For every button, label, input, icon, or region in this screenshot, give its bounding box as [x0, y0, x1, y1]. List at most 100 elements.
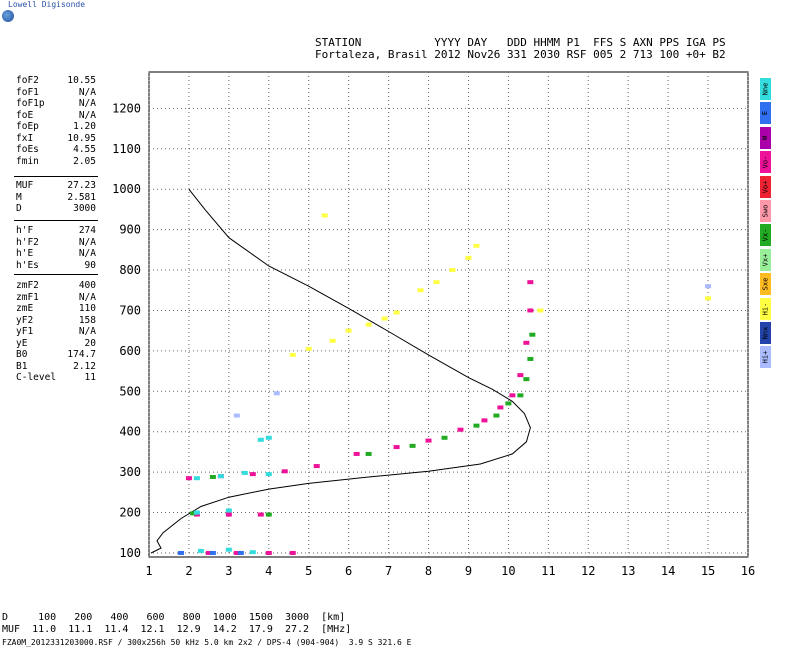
legend-item-11: Hi+ [760, 346, 771, 369]
muf-table-muf-row: MUF 11.0 11.1 11.4 12.1 12.9 14.2 17.9 2… [2, 624, 352, 635]
param-value: 10.55 [67, 75, 96, 86]
echo-point-nne [257, 437, 264, 442]
param-key: B1 [16, 360, 28, 372]
param-value: 1.20 [73, 121, 96, 132]
x-tick-label: 7 [385, 564, 392, 578]
param-key: MUF [16, 180, 34, 191]
echo-point-hi [365, 322, 372, 327]
y-tick-label: 1200 [112, 101, 141, 115]
x-tick-label: 13 [621, 564, 635, 578]
y-tick-label: 400 [119, 425, 141, 439]
echo-point-hi [705, 296, 712, 301]
legend-label: Nne [761, 82, 770, 96]
param-value: 158 [78, 314, 96, 326]
x-tick-label: 9 [465, 564, 472, 578]
param-value: 110 [78, 303, 96, 314]
y-tick-label: 1000 [112, 182, 141, 196]
echo-point-vx [441, 435, 448, 440]
echo-point-hi [273, 391, 280, 396]
param-row-zmf1: zmF1 N/A [16, 292, 96, 304]
file-info-footer: FZA0M_2012331203000.RSF / 300x256h 50 kH… [2, 638, 412, 647]
muf-table-distance-row: D 100 200 400 600 800 1000 1500 3000 [km… [2, 612, 346, 623]
legend-label: Vx+ [761, 253, 770, 267]
echo-point-nne [193, 476, 200, 481]
echo-point-nne [265, 435, 272, 440]
echo-point-e [237, 550, 244, 555]
x-tick-label: 15 [701, 564, 715, 578]
brand-name: Lowell Digisonde [8, 0, 86, 9]
legend-item-8: Sxe [760, 273, 771, 296]
param-value: 4.55 [73, 144, 96, 155]
param-value: N/A [78, 248, 96, 259]
param-row-he: h'E N/A [16, 248, 96, 260]
y-tick-label: 900 [119, 223, 141, 237]
param-row-foe: foE N/A [16, 110, 96, 122]
param-key: h'F2 [16, 236, 39, 248]
legend-item-7: Vx+ [760, 248, 771, 271]
echo-point-vx [517, 393, 524, 398]
legend-item-5: Swo [760, 200, 771, 222]
echo-point-vo [497, 405, 504, 410]
param-key: yE [16, 337, 28, 349]
echo-point-hi [381, 316, 388, 321]
param-value: 20 [84, 337, 96, 349]
param-key: yF2 [16, 314, 34, 326]
x-tick-label: 3 [225, 564, 232, 578]
echo-point-nne [193, 510, 200, 515]
param-value: N/A [78, 86, 96, 98]
echo-point-vo [353, 451, 360, 456]
param-key: C-level [16, 372, 57, 383]
param-row-fmin: fmin 2.05 [16, 156, 96, 168]
echo-point-vo [233, 550, 240, 555]
param-row-zmf2: zmF2 400 [16, 280, 96, 292]
lowell-digisonde-logo: Lowell Digisonde [0, 0, 90, 24]
echo-point-vo [225, 512, 232, 517]
param-key: foEs [16, 144, 39, 155]
echo-point-vo [205, 550, 212, 555]
echo-point-vo [193, 512, 200, 517]
echo-point-vo [185, 476, 192, 481]
param-key: zmF2 [16, 280, 39, 291]
electron-density-profile [150, 188, 531, 554]
echo-point-vx [189, 511, 196, 516]
echo-point-vo [527, 280, 534, 285]
param-row-zme: zmE 110 [16, 303, 96, 315]
y-tick-label: 700 [119, 303, 141, 317]
echo-point-hi [417, 288, 424, 293]
echo-point-vx [523, 377, 530, 382]
param-value: 2.581 [67, 191, 96, 203]
echo-point-vx [527, 356, 534, 361]
echo-point-hi [537, 308, 544, 313]
param-row-fof1: foF1 N/A [16, 87, 96, 99]
echo-point-hi [705, 284, 712, 289]
param-value: 3000 [73, 203, 96, 214]
echo-point-vo [425, 438, 432, 443]
param-row-yf1: yF1 N/A [16, 326, 96, 338]
param-key: foF1p [16, 98, 45, 109]
param-divider [14, 274, 98, 275]
legend-label: W [761, 135, 770, 140]
echo-point-vx [493, 413, 500, 418]
echo-point-vo [523, 340, 530, 345]
legend-label: Sxe [761, 277, 770, 291]
echo-point-vo [313, 464, 320, 469]
echo-point-e [209, 550, 216, 555]
echo-point-hi [329, 338, 336, 343]
echo-point-nne [249, 550, 256, 555]
param-key: fxI [16, 132, 34, 144]
param-value: N/A [78, 98, 96, 109]
param-row-yf2: yF2 158 [16, 315, 96, 327]
param-key: foF2 [16, 75, 39, 86]
param-value: 2.12 [73, 360, 96, 372]
echo-point-vx [365, 451, 372, 456]
param-value: 274 [78, 225, 96, 236]
echo-point-vo [281, 469, 288, 474]
x-tick-label: 4 [265, 564, 272, 578]
param-key: zmE [16, 303, 34, 314]
legend-label: Nnx [761, 326, 770, 340]
param-row-b0: B0 174.7 [16, 349, 96, 361]
echo-point-vx [529, 332, 536, 337]
echo-point-nne [217, 474, 224, 479]
param-value: 90 [84, 259, 96, 271]
param-value: N/A [78, 291, 96, 303]
